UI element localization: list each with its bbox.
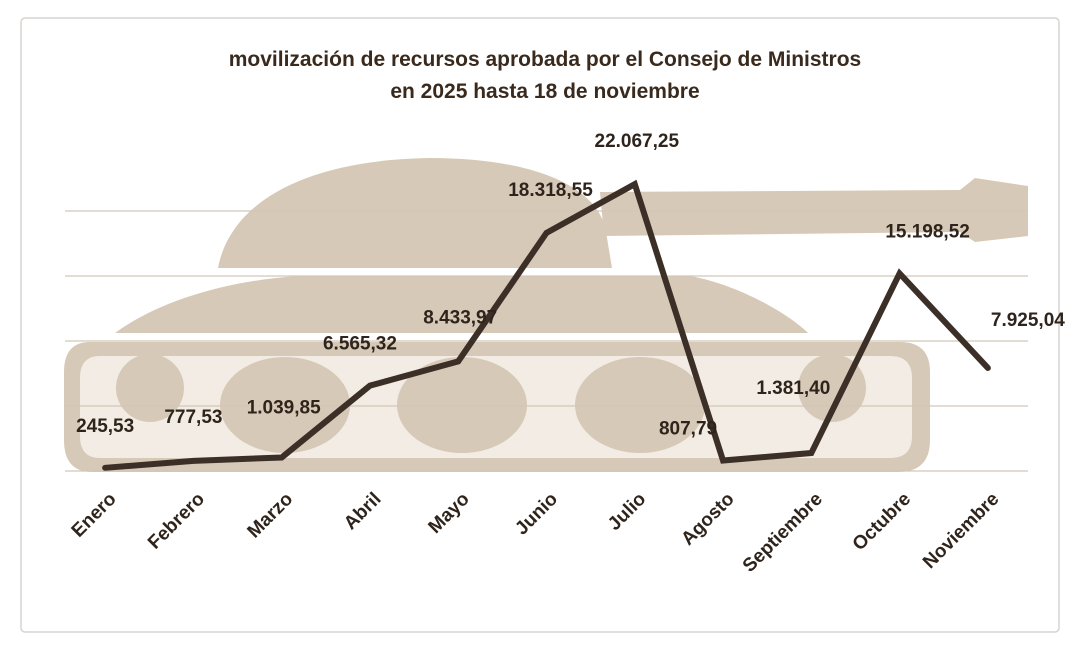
data-line [102, 179, 991, 471]
value-label: 777,53 [164, 407, 222, 428]
tank-background [64, 158, 1028, 472]
value-label: 807,79 [659, 418, 717, 439]
value-label: 6.565,32 [323, 334, 397, 355]
value-label: 22.067,25 [595, 131, 680, 152]
value-label: 1.039,85 [247, 397, 321, 418]
chart-title: en 2025 hasta 18 de noviembre [390, 80, 699, 103]
value-label: 7.925,04 [991, 310, 1065, 331]
chart-title: movilización de recursos aprobada por el… [229, 48, 861, 71]
value-label: 8.433,97 [423, 307, 497, 328]
value-label: 1.381,40 [756, 378, 830, 399]
value-label: 15.198,52 [885, 221, 970, 242]
value-label: 245,53 [76, 416, 134, 437]
value-label: 18.318,55 [508, 180, 593, 201]
